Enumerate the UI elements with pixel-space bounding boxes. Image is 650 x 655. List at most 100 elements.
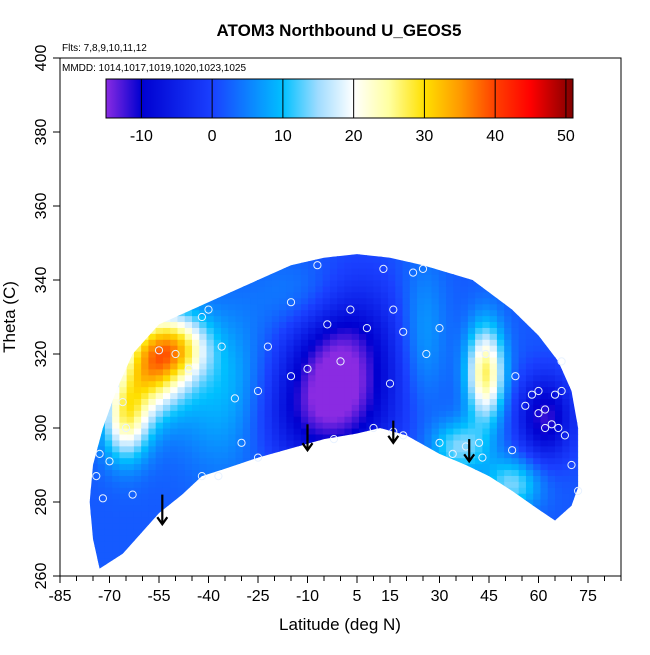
heatmap-cell <box>97 504 106 512</box>
heatmap-cell <box>279 374 287 382</box>
heatmap-cell <box>402 540 411 547</box>
observation-point <box>214 472 223 481</box>
heatmap-cell <box>329 552 338 559</box>
observation-point <box>541 405 550 414</box>
heatmap-cell <box>467 392 476 399</box>
heatmap-cell <box>250 558 258 565</box>
heatmap-cell <box>315 516 324 524</box>
heatmap-cell <box>337 487 346 494</box>
heatmap-cell <box>119 522 128 530</box>
heatmap-cell <box>417 428 425 435</box>
heatmap-cell <box>155 469 164 476</box>
heatmap-cell <box>206 410 215 417</box>
heatmap-cell <box>431 374 440 382</box>
heatmap-cell <box>300 274 309 281</box>
heatmap-cell <box>221 433 229 441</box>
heatmap-cell <box>511 303 520 311</box>
heatmap-cell <box>177 410 186 417</box>
heatmap-cell <box>540 321 549 328</box>
heatmap-cell <box>518 345 527 352</box>
heatmap-cell <box>112 398 120 405</box>
heatmap-cell <box>417 321 425 328</box>
heatmap-cell <box>533 546 542 553</box>
heatmap-cell <box>460 254 469 257</box>
heatmap-cell <box>271 262 280 269</box>
heatmap-cell <box>438 274 447 281</box>
heatmap-cell <box>504 528 513 536</box>
heatmap-cell <box>90 475 99 482</box>
heatmap-cell <box>511 439 520 447</box>
heatmap-cell <box>90 410 99 417</box>
heatmap-cell <box>192 445 200 453</box>
heatmap-cell <box>489 392 498 399</box>
heatmap-cell <box>242 356 251 364</box>
heatmap-cell <box>89 291 91 299</box>
heatmap-cell <box>482 297 491 305</box>
heatmap-cell <box>192 315 200 323</box>
heatmap-cell <box>184 321 193 328</box>
heatmap-cell <box>300 368 309 376</box>
heatmap-cell <box>584 381 592 388</box>
heatmap-cell <box>511 522 520 530</box>
colorbar-tick-label: 10 <box>274 128 292 145</box>
heatmap-cell <box>271 392 280 399</box>
heatmap-cell <box>112 433 120 441</box>
heatmap-cell <box>170 244 178 251</box>
heatmap-cell <box>351 469 360 476</box>
heatmap-cell <box>170 280 179 287</box>
heatmap-cell <box>402 481 411 488</box>
heatmap-cell <box>373 280 382 287</box>
heatmap-cell <box>395 451 404 459</box>
heatmap-cell <box>133 333 142 340</box>
heatmap-cell <box>315 256 324 263</box>
heatmap-cell <box>213 499 222 506</box>
heatmap-cell <box>467 351 476 358</box>
heatmap-cell <box>315 469 324 476</box>
heatmap-cell <box>424 528 433 536</box>
heatmap-cell <box>264 404 273 411</box>
heatmap-cell <box>162 499 171 506</box>
heatmap-cell <box>162 321 171 328</box>
heatmap-cell <box>97 445 106 453</box>
heatmap-cell <box>504 546 513 553</box>
heatmap-cell <box>438 333 447 340</box>
heatmap-cell <box>90 254 99 257</box>
heatmap-cell <box>358 445 367 453</box>
heatmap-cell <box>344 457 353 465</box>
heatmap-cell <box>148 256 157 263</box>
heatmap-cell <box>300 386 309 394</box>
heatmap-cell <box>482 422 491 429</box>
heatmap-cell <box>569 398 578 405</box>
heatmap-cell <box>525 522 534 530</box>
heatmap-cell <box>489 445 498 453</box>
heatmap-cell <box>540 475 549 482</box>
heatmap-cell <box>242 451 251 459</box>
heatmap-cell <box>453 558 462 565</box>
heatmap-cell <box>496 315 505 323</box>
heatmap-cell <box>358 534 367 542</box>
heatmap-cell <box>155 374 164 382</box>
heatmap-cell <box>562 268 571 275</box>
heatmap-cell <box>460 422 469 429</box>
heatmap-cell <box>89 339 91 346</box>
heatmap-cell <box>264 428 273 435</box>
heatmap-cell <box>162 416 171 423</box>
heatmap-cell <box>337 522 346 530</box>
heatmap-cell <box>395 463 404 471</box>
heatmap-cell <box>562 291 571 299</box>
heatmap-cell <box>511 499 520 506</box>
heatmap-cell <box>460 516 469 524</box>
heatmap-cell <box>279 327 287 334</box>
heatmap-cell <box>380 345 389 352</box>
heatmap-cell <box>214 239 222 246</box>
heatmap-cell <box>460 380 469 388</box>
heatmap-cell <box>540 499 549 506</box>
heatmap-cell <box>518 339 527 346</box>
heatmap-cell <box>308 315 317 323</box>
heatmap-cell <box>155 422 164 429</box>
heatmap-cell <box>366 356 375 364</box>
heatmap-cell <box>235 516 244 524</box>
heatmap-cell <box>192 481 200 488</box>
heatmap-cell <box>206 422 215 429</box>
heatmap-cell <box>344 428 353 435</box>
